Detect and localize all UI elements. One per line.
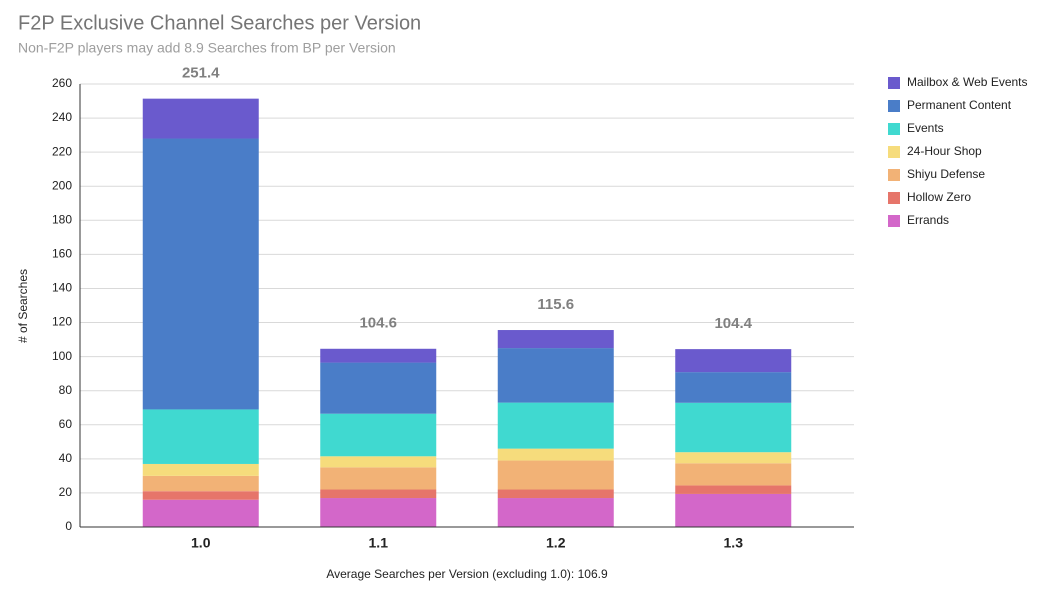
x-tick-label: 1.2 xyxy=(546,535,566,551)
legend-swatch xyxy=(888,123,900,135)
bar-segment xyxy=(320,348,437,363)
bar-segment xyxy=(497,448,614,461)
bar-segment xyxy=(675,463,792,486)
bar-segment xyxy=(320,467,437,490)
y-tick-label: 220 xyxy=(52,144,72,158)
legend-label: Shiyu Defense xyxy=(907,167,985,181)
bar-segment xyxy=(497,402,614,449)
bar-segment xyxy=(320,498,437,527)
chart-subtitle: Non-F2P players may add 8.9 Searches fro… xyxy=(18,40,396,56)
total-label: 251.4 xyxy=(182,65,220,82)
note: Average Searches per Version (excluding … xyxy=(326,567,608,581)
y-tick-label: 20 xyxy=(59,485,73,499)
bar-segment xyxy=(497,460,614,490)
legend-label: 24-Hour Shop xyxy=(907,144,982,158)
legend-swatch xyxy=(888,192,900,204)
bar-segment xyxy=(675,485,792,494)
bar-segment xyxy=(142,463,259,476)
legend-label: Mailbox & Web Events xyxy=(907,75,1028,89)
y-tick-label: 80 xyxy=(59,383,73,397)
bar-segment xyxy=(320,456,437,468)
x-tick-label: 1.1 xyxy=(369,535,389,551)
x-tick-label: 1.0 xyxy=(191,535,211,551)
y-axis-label: # of Searches xyxy=(16,269,30,343)
bar-segment xyxy=(497,330,614,349)
total-label: 115.6 xyxy=(537,296,574,313)
bar-segment xyxy=(142,409,259,464)
legend-label: Errands xyxy=(907,213,949,227)
bar-segment xyxy=(142,98,259,139)
bar-segment xyxy=(675,452,792,464)
bar-segment xyxy=(497,498,614,527)
bar-segment xyxy=(320,362,437,414)
y-tick-label: 160 xyxy=(52,247,72,261)
legend-label: Permanent Content xyxy=(907,98,1012,112)
bar-segment xyxy=(320,489,437,499)
y-tick-label: 180 xyxy=(52,212,72,226)
bar-segment xyxy=(320,413,437,457)
bar-segment xyxy=(675,493,792,527)
y-tick-label: 260 xyxy=(52,76,72,90)
legend-swatch xyxy=(888,77,900,89)
bar-segment xyxy=(142,491,259,500)
y-tick-label: 0 xyxy=(65,519,72,533)
legend-label: Hollow Zero xyxy=(907,190,971,204)
bar-segment xyxy=(142,475,259,492)
total-label: 104.4 xyxy=(714,315,752,332)
legend-swatch xyxy=(888,100,900,112)
legend-label: Events xyxy=(907,121,944,135)
y-tick-label: 200 xyxy=(52,178,72,192)
legend-swatch xyxy=(888,146,900,158)
x-tick-label: 1.3 xyxy=(724,535,744,551)
bar-segment xyxy=(497,348,614,403)
bar-segment xyxy=(675,349,792,373)
total-label: 104.6 xyxy=(359,315,397,332)
chart-title: F2P Exclusive Channel Searches per Versi… xyxy=(18,12,421,34)
y-tick-label: 40 xyxy=(59,451,73,465)
y-tick-label: 100 xyxy=(52,349,72,363)
y-tick-label: 140 xyxy=(52,281,72,295)
y-tick-label: 240 xyxy=(52,110,72,124)
legend-swatch xyxy=(888,169,900,181)
bar-segment xyxy=(142,138,259,410)
bar-segment xyxy=(497,489,614,499)
bar-segment xyxy=(675,372,792,403)
y-tick-label: 60 xyxy=(59,417,73,431)
legend-swatch xyxy=(888,215,900,227)
bar-segment xyxy=(675,402,792,453)
y-tick-label: 120 xyxy=(52,315,72,329)
bar-segment xyxy=(142,499,259,527)
